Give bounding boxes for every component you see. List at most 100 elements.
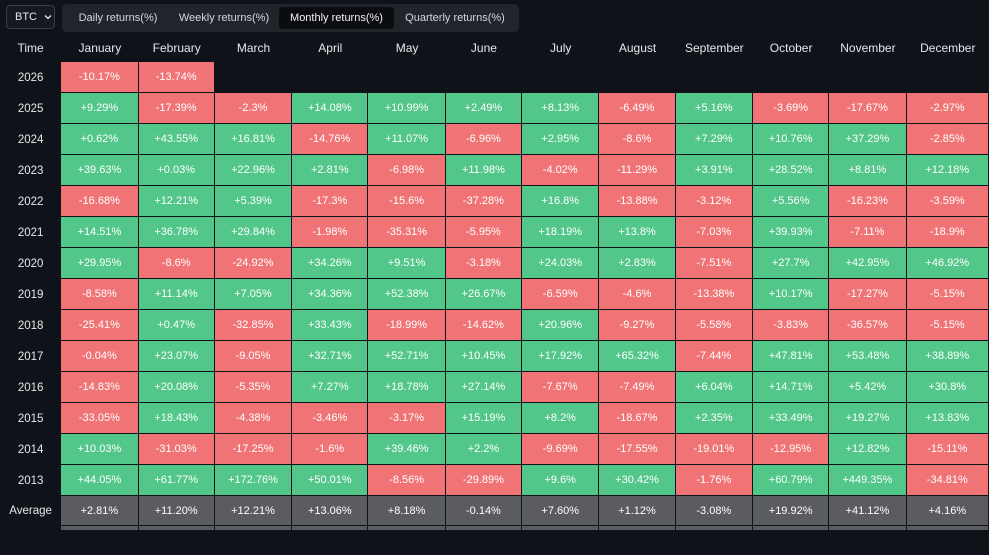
table-row: 2019 -8.58% +11.14% +7.05% +34.36% +52.38% +26…: [0, 279, 989, 310]
average-row: Average +2.81% +11.20% +12.21% +13.06% +8.18%…: [0, 496, 989, 526]
return-cell-october: +47.81%: [752, 341, 830, 372]
return-cell-october: -3.83%: [752, 310, 830, 341]
column-header-may: May: [395, 41, 419, 55]
returns-tab-group: Daily returns(%) Weekly returns(%) Month…: [62, 4, 519, 32]
asset-label: BTC: [15, 11, 37, 23]
year-label: 2025: [17, 102, 44, 115]
return-cell-december: +12.18%: [906, 155, 989, 186]
return-cell-august: +13.8%: [599, 217, 676, 248]
return-cell-may: [368, 62, 445, 93]
column-header-april: April: [318, 41, 343, 55]
return-cell-february: +36.78%: [138, 217, 215, 248]
return-cell-june: +26.67%: [445, 279, 523, 310]
return-cell-march: -32.85%: [214, 310, 293, 341]
asset-select[interactable]: BTC: [6, 5, 55, 29]
year-label: 2024: [17, 133, 44, 146]
return-cell-october: +10.76%: [752, 124, 830, 155]
column-header-march: March: [236, 41, 271, 55]
return-cell-december: -15.11%: [906, 434, 989, 465]
tab-quarterly-returns[interactable]: Quarterly returns(%): [405, 12, 505, 24]
partial-cell: [445, 526, 523, 531]
tab-monthly-returns[interactable]: Monthly returns(%): [279, 7, 394, 29]
column-header-december: December: [920, 41, 976, 55]
return-cell-december: -5.15%: [906, 310, 989, 341]
return-cell-july: -4.02%: [522, 155, 600, 186]
average-cell-september: -3.08%: [675, 496, 753, 526]
return-cell-august: -9.27%: [599, 310, 676, 341]
return-cell-february: -31.03%: [138, 434, 215, 465]
return-cell-january: +0.62%: [61, 124, 139, 155]
return-cell-july: +8.2%: [522, 403, 600, 434]
return-cell-april: +34.26%: [292, 248, 369, 279]
column-header-november: November: [840, 41, 896, 55]
return-cell-november: -17.27%: [829, 279, 907, 310]
return-cell-november: +8.81%: [829, 155, 907, 186]
average-cell-august: +1.12%: [599, 496, 676, 526]
tab-daily-returns[interactable]: Daily returns(%): [78, 12, 158, 24]
tab-weekly-returns[interactable]: Weekly returns(%): [178, 12, 270, 24]
return-cell-august: [599, 62, 675, 93]
return-cell-april: -17.3%: [292, 186, 369, 217]
return-cell-july: +16.8%: [522, 186, 600, 217]
return-cell-august: +65.32%: [599, 341, 676, 372]
return-cell-may: -8.56%: [368, 465, 446, 496]
partial-cell: [906, 526, 989, 531]
return-cell-november: +5.42%: [829, 372, 907, 403]
year-label: 2016: [17, 381, 44, 394]
return-cell-july: -7.67%: [522, 372, 600, 403]
return-cell-july: [522, 62, 599, 93]
return-cell-december: -5.15%: [906, 279, 989, 310]
return-cell-june: +15.19%: [445, 403, 523, 434]
return-cell-april: +33.43%: [292, 310, 369, 341]
year-label: 2014: [17, 443, 44, 456]
return-cell-march: [215, 62, 292, 93]
return-cell-september: -7.44%: [675, 341, 753, 372]
return-cell-february: +0.03%: [138, 155, 215, 186]
average-cell-june: -0.14%: [445, 496, 523, 526]
return-cell-july: +24.03%: [522, 248, 600, 279]
return-cell-may: +11.07%: [368, 124, 446, 155]
return-cell-november: +19.27%: [829, 403, 907, 434]
column-header-time: Time: [17, 41, 44, 55]
return-cell-february: +20.08%: [138, 372, 215, 403]
year-label: 2022: [17, 195, 44, 208]
return-cell-may: -15.6%: [368, 186, 446, 217]
partial-cell: [829, 526, 907, 531]
return-cell-march: -5.35%: [214, 372, 293, 403]
return-cell-december: -3.59%: [906, 186, 989, 217]
return-cell-october: +10.17%: [752, 279, 830, 310]
table-row: 2013 +44.05% +61.77% +172.76% +50.01% -8.56% -…: [0, 465, 989, 496]
return-cell-october: +39.93%: [752, 217, 830, 248]
return-cell-november: -7.11%: [829, 217, 907, 248]
return-cell-february: +0.47%: [138, 310, 215, 341]
return-cell-january: -33.05%: [61, 403, 139, 434]
return-cell-january: -14.83%: [61, 372, 139, 403]
return-cell-october: +27.7%: [752, 248, 830, 279]
return-cell-december: -18.9%: [906, 217, 989, 248]
return-cell-november: [829, 62, 906, 93]
return-cell-february: +61.77%: [138, 465, 215, 496]
return-cell-may: +9.51%: [368, 248, 446, 279]
return-cell-march: -4.38%: [214, 403, 293, 434]
return-cell-april: -1.6%: [292, 434, 369, 465]
return-cell-september: +5.16%: [675, 93, 753, 124]
return-cell-june: -29.89%: [445, 465, 523, 496]
return-cell-december: -34.81%: [906, 465, 989, 496]
average-cell-march: +12.21%: [214, 496, 293, 526]
table-row: 2014 +10.03% -31.03% -17.25% -1.6% +39.46% +2.…: [0, 434, 989, 465]
return-cell-august: -17.55%: [599, 434, 676, 465]
return-cell-november: -16.23%: [829, 186, 907, 217]
return-cell-march: -17.25%: [214, 434, 293, 465]
return-cell-january: -16.68%: [61, 186, 139, 217]
table-row: 2018 -25.41% +0.47% -32.85% +33.43% -18.99% -1…: [0, 310, 989, 341]
return-cell-june: +2.49%: [445, 93, 523, 124]
return-cell-december: [907, 62, 989, 93]
return-cell-november: +37.29%: [829, 124, 907, 155]
return-cell-july: +17.92%: [522, 341, 600, 372]
table-row: 2020 +29.95% -8.6% -24.92% +34.26% +9.51% -3.1…: [0, 248, 989, 279]
return-cell-october: -3.69%: [752, 93, 830, 124]
return-cell-september: -19.01%: [675, 434, 753, 465]
return-cell-february: -17.39%: [138, 93, 215, 124]
average-cell-may: +8.18%: [368, 496, 446, 526]
average-cell-november: +41.12%: [829, 496, 907, 526]
